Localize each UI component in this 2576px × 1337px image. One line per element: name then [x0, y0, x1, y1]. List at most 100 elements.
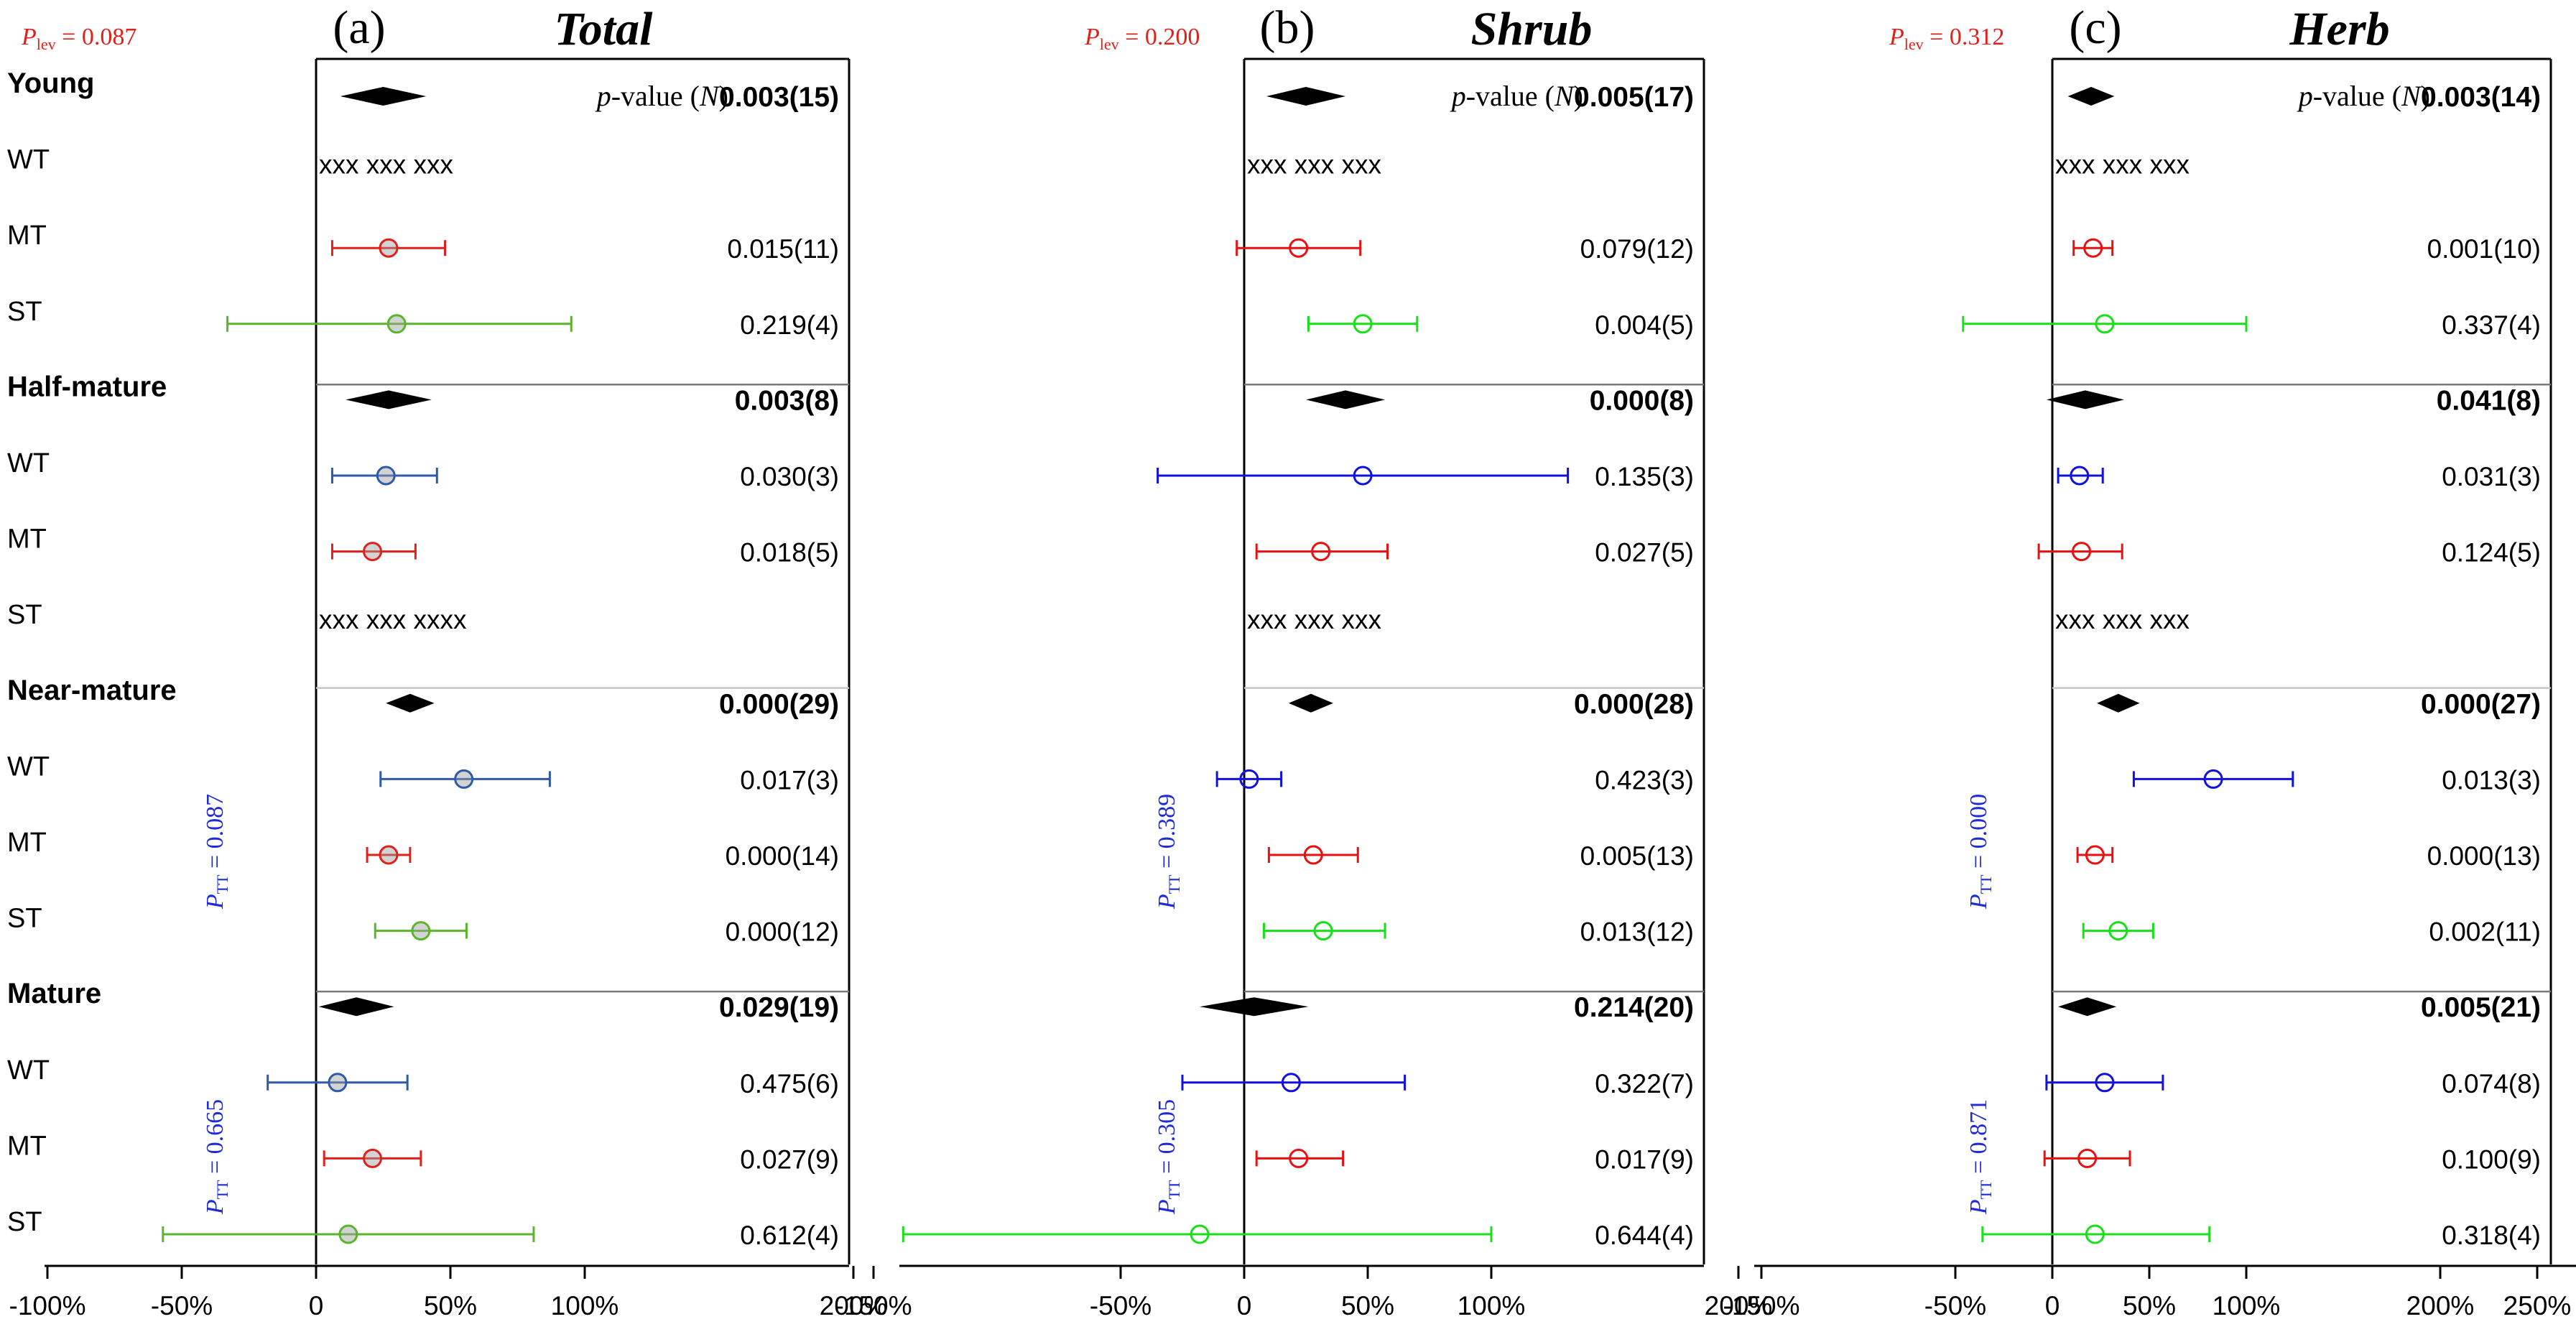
row-pvalue: 0.000(14) — [726, 841, 839, 871]
effect-point — [2108, 921, 2128, 941]
group-label: Half-mature — [7, 371, 167, 402]
overall-pvalue: 0.000(29) — [719, 689, 839, 720]
row-pvalue: 0.030(3) — [740, 462, 839, 491]
row-pvalue: 0.017(3) — [740, 765, 839, 795]
x-tick-label: 50% — [2123, 1291, 2176, 1320]
pvalue-header: p-value (N) — [2297, 80, 2430, 112]
p-lev-label: Plev = 0.312 — [1889, 24, 2004, 53]
x-tick-label: 250% — [2503, 1291, 2572, 1320]
effect-point — [363, 542, 383, 562]
panel-herb: -150% -50% 0 50% 100% 200% 250% (c) Herb Plev = 0… — [1723, 1, 2576, 1320]
effect-point — [2085, 1224, 2105, 1244]
row-label: ST — [7, 1207, 42, 1237]
overall-diamond — [1200, 997, 1309, 1017]
p-lev-label: Plev = 0.200 — [1084, 24, 1200, 53]
row-pvalue: 0.100(9) — [2442, 1144, 2541, 1174]
overall-diamond — [1306, 390, 1386, 410]
row-label: ST — [7, 297, 42, 327]
row-pvalue: 0.005(13) — [1580, 841, 1694, 871]
overall-diamond — [1288, 693, 1333, 713]
x-tick-label: 0 — [309, 1291, 324, 1320]
row-pvalue: 0.013(12) — [1580, 917, 1694, 947]
row-label: WT — [7, 751, 50, 782]
row-pvalue: 0.000(13) — [2427, 841, 2541, 871]
row-pvalue: 0.612(4) — [740, 1221, 839, 1250]
effect-point — [1353, 466, 1373, 486]
panel-label: (c) — [2069, 1, 2121, 54]
p-tt-label: PTT = 0.389 — [1154, 794, 1183, 910]
x-tick-label: 200% — [2406, 1291, 2475, 1320]
row-pvalue: 0.074(8) — [2442, 1069, 2541, 1098]
row-pvalue: 0.337(4) — [2442, 310, 2541, 340]
row-pvalue: 0.135(3) — [1595, 462, 1694, 491]
effect-point — [328, 1073, 348, 1093]
row-pvalue: 0.002(11) — [2429, 917, 2541, 947]
effect-point — [411, 921, 431, 941]
effect-point — [379, 845, 399, 865]
group-label: Young — [7, 68, 94, 99]
overall-diamond — [2058, 997, 2117, 1017]
row-pvalue: 0.027(5) — [1595, 538, 1694, 568]
overall-pvalue: 0.003(8) — [735, 385, 839, 416]
row-pvalue: 0.124(5) — [2442, 538, 2541, 568]
overall-diamond — [2046, 390, 2124, 410]
x-tick-label: -150% — [1723, 1291, 1800, 1320]
overall-diamond — [318, 997, 394, 1017]
row-pvalue: 0.018(5) — [740, 538, 839, 568]
effect-point — [1313, 921, 1333, 941]
effect-point — [1303, 845, 1323, 865]
x-tick-label: -50% — [151, 1291, 213, 1320]
overall-pvalue: 0.003(15) — [719, 82, 839, 113]
overall-pvalue: 0.003(14) — [2421, 82, 2541, 113]
p-tt-label: PTT = 0.871 — [1965, 1099, 1995, 1215]
effect-point — [2083, 238, 2103, 258]
overall-pvalue: 0.005(21) — [2421, 992, 2541, 1023]
p-tt-label: PTT = 0.000 — [1965, 794, 1995, 910]
row-pvalue: 0.001(10) — [2427, 234, 2541, 264]
missing-marker: xxx xxx xxx — [2055, 150, 2190, 180]
effect-point — [2085, 845, 2105, 865]
row-label: MT — [7, 828, 47, 858]
effect-point — [1281, 1073, 1301, 1093]
row-pvalue: 0.004(5) — [1595, 310, 1694, 340]
effect-point — [1353, 314, 1373, 334]
missing-marker: xxx xxx xxx — [319, 150, 454, 180]
row-pvalue: 0.079(12) — [1580, 234, 1694, 264]
panel-shrub: -150% -50% 0 50% 100% 200% (b) Shrub Plev = 0.20… — [835, 1, 1773, 1320]
x-tick-label: 50% — [1341, 1291, 1394, 1320]
overall-pvalue: 0.000(8) — [1590, 385, 1694, 416]
row-label: MT — [7, 221, 47, 251]
effect-point — [2072, 542, 2091, 562]
overall-pvalue: 0.041(8) — [2437, 385, 2541, 416]
x-tick-label: -100% — [9, 1291, 86, 1320]
row-label: MT — [7, 1131, 47, 1161]
effect-point — [1190, 1224, 1210, 1244]
x-tick-label: 200% — [820, 1291, 888, 1320]
group-label: Near-mature — [7, 675, 177, 706]
overall-pvalue: 0.000(28) — [1574, 689, 1694, 720]
effect-point — [1311, 542, 1331, 562]
effect-point — [2095, 314, 2115, 334]
effect-point — [2095, 1073, 2115, 1093]
group-label: Mature — [7, 978, 101, 1009]
row-pvalue: 0.322(7) — [1595, 1069, 1694, 1098]
x-tick-label: 100% — [2213, 1291, 2281, 1320]
p-tt-label: PTT = 0.665 — [202, 1099, 231, 1215]
effect-point — [379, 238, 399, 258]
overall-pvalue: 0.214(20) — [1574, 992, 1694, 1023]
panel-label: (b) — [1260, 1, 1315, 54]
panel-total: -100% -50% 0 50% 100% 200% (a) Total Plev = 0.08… — [7, 1, 887, 1320]
overall-diamond — [2067, 87, 2115, 106]
row-label: MT — [7, 524, 47, 555]
overall-pvalue: 0.029(19) — [719, 992, 839, 1023]
row-label: WT — [7, 145, 50, 175]
x-tick-label: -150% — [835, 1291, 912, 1320]
effect-point — [1289, 238, 1309, 258]
missing-marker: xxx xxx xxxx — [319, 605, 467, 634]
x-tick-label: 0 — [1237, 1291, 1252, 1320]
x-tick-label: 200% — [1705, 1291, 1773, 1320]
overall-pvalue: 0.005(17) — [1574, 82, 1694, 113]
pvalue-header: p-value (N) — [595, 80, 728, 112]
x-tick-label: 100% — [551, 1291, 619, 1320]
